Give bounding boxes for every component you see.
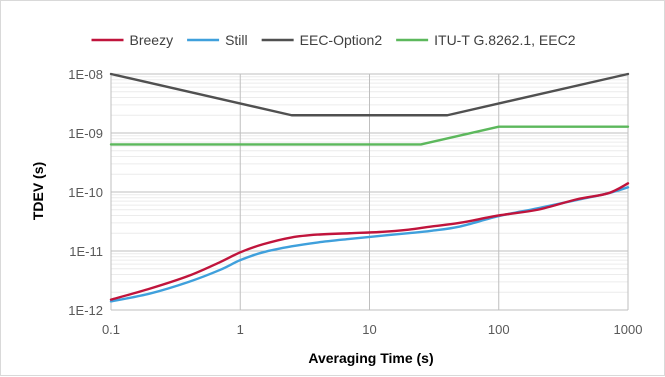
major-gridlines xyxy=(110,73,629,311)
y-tick-label: 1E-12 xyxy=(68,303,103,318)
y-tick-label: 1E-08 xyxy=(68,67,103,82)
series-line-still xyxy=(109,186,630,303)
x-tick-label: 100 xyxy=(488,322,510,337)
legend-label-still: Still xyxy=(225,32,248,48)
y-tick-labels: 1E-12 1E-11 1E-10 1E-09 1E-08 xyxy=(68,67,103,318)
y-tick-label: 1E-10 xyxy=(68,185,103,200)
x-tick-label: 10 xyxy=(362,322,376,337)
x-tick-label: 0.1 xyxy=(102,322,120,337)
series-lines xyxy=(109,72,630,303)
legend: Breezy Still EEC-Option2 ITU-T G.8262.1, EE… xyxy=(91,32,576,48)
series-line-itu-t-g-8262-1-eec2 xyxy=(109,125,630,146)
y-tick-label: 1E-09 xyxy=(68,126,103,141)
legend-label-itu-t-g-8262-1-eec2: ITU-T G.8262.1, EEC2 xyxy=(434,32,576,48)
series-line-eec-option2 xyxy=(109,72,630,117)
x-tick-label: 1 xyxy=(237,322,244,337)
y-tick-label: 1E-11 xyxy=(69,244,103,259)
y-axis-title: TDEV (s) xyxy=(30,162,46,220)
legend-label-breezy: Breezy xyxy=(130,32,174,48)
x-tick-labels: 0.1 1 10 100 1000 xyxy=(102,322,643,337)
x-axis-title: Averaging Time (s) xyxy=(308,350,433,366)
x-tick-label: 1000 xyxy=(614,322,643,337)
series-line-breezy xyxy=(109,182,630,301)
legend-label-eec-option2: EEC-Option2 xyxy=(300,32,383,48)
